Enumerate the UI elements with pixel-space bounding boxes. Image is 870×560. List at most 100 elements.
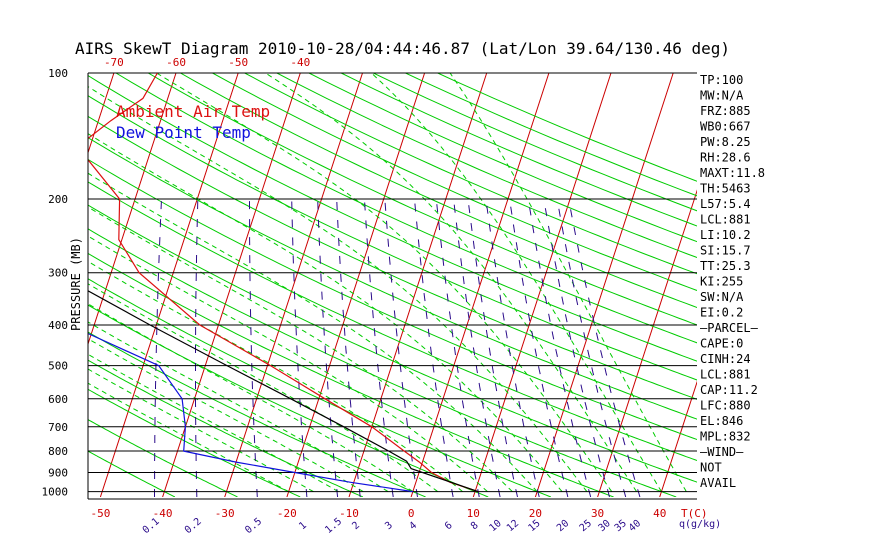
bottom-temp-tick-label: 10 [467,507,480,520]
sounding-index-label: L57:5.4 [700,197,751,211]
mixing-ratio-line [249,199,258,497]
mixing-ratio-line [291,198,308,497]
bottom-temp-tick-label: -20 [277,507,297,520]
dry-adiabat-line [276,73,697,259]
skewt-background-lines [0,73,870,497]
mixing-ratio-label: 20 [555,518,571,534]
moist-adiabat-line [449,73,687,492]
mixing-ratio-line [485,198,540,497]
bottom-temp-tick-label: 40 [653,507,666,520]
sounding-index-label: KI:255 [700,275,743,289]
sounding-index-label: CAPE:0 [700,337,743,351]
dry-adiabat-line [212,73,697,291]
isotherm-line [534,73,674,497]
mixing-ratio-line [364,198,394,497]
sounding-index-label: WB0:667 [700,120,751,134]
bottom-temp-tick-label: 30 [591,507,604,520]
dry-adiabat-line [373,73,697,212]
isotherm-line [88,73,177,346]
sounding-index-label: SI:15.7 [700,244,751,258]
mixing-ratio-label: 25 [578,518,594,534]
mixing-ratio-line [317,198,339,497]
bottom-temp-tick-label: -30 [215,507,235,520]
sounding-index-label: MPL:832 [700,430,751,444]
legend-dew-point: Dew Point Temp [116,123,251,142]
isotherm-line [0,73,52,497]
mixing-ratio-line [195,198,199,497]
mixing-ratio-label: 8 [469,520,481,532]
dry-adiabat-line [88,115,697,400]
dry-adiabat-line [88,137,697,420]
mixing-ratio-line [568,198,641,497]
mixing-ratio-line [336,198,361,497]
legend-air-temp: Ambient Air Temp [116,102,270,121]
sounding-index-label: AVAIL [700,476,736,490]
top-temp-tick-label: -40 [290,56,310,69]
isotherm-line [410,73,550,497]
mixing-ratio-label: 3 [383,520,395,532]
isobar-lines [88,72,697,493]
moist-adiabat-line [88,133,563,492]
moist-adiabat-line [88,353,339,493]
pressure-tick-label: 900 [48,466,68,479]
moist-adiabat-line [88,260,463,492]
pressure-tick-label: 800 [48,445,68,458]
moist-adiabat-line [156,73,613,492]
bottom-temp-tick-label: 20 [529,507,542,520]
dry-adiabat-line [88,204,697,483]
moist-adiabat-line [88,172,538,492]
sounding-index-label: FRZ:885 [700,104,751,118]
sounding-index-label: LFC:880 [700,399,751,413]
sounding-index-label: MW:N/A [700,89,744,103]
dry-adiabat-line [88,95,697,381]
sounding-index-label: MAXT:11.8 [700,166,765,180]
mixing-ratio-label: 0.2 [183,516,204,536]
mixing-ratio-label: 6 [443,520,455,532]
pressure-tick-label: 300 [48,267,68,280]
sounding-index-label: EI:0.2 [700,306,743,320]
sounding-profiles [88,73,479,493]
mixing-ratio-label: 40 [627,518,643,534]
dry-adiabat-line [88,359,364,497]
moist-adiabat-line [88,283,439,493]
bottom-temp-tick-label: -50 [90,507,110,520]
sounding-index-label: TH:5463 [700,182,751,196]
bottom-temp-tick-label: -10 [339,507,359,520]
moist-adiabat-line [88,368,314,493]
air-temp-line [88,73,479,493]
sounding-index-label: CAP:11.2 [700,383,758,397]
pressure-tick-label: 500 [48,360,68,373]
axes [87,73,697,500]
pressure-tick-label: 200 [48,193,68,206]
mixing-ratio-unit-label: q(g/kg) [679,519,721,530]
dry-adiabat-line [244,73,697,275]
mixing-ratio-line [509,198,569,497]
mixing-ratio-label: 2 [350,520,362,532]
mixing-ratio-label: 30 [597,518,613,534]
moist-adiabat-line [88,382,289,493]
dry-adiabat-line [88,304,489,497]
sounding-index-label: CINH:24 [700,352,751,366]
sounding-index-label: TT:25.3 [700,259,751,273]
dry-adiabat-line [180,73,697,309]
pressure-tick-label: 1000 [42,486,69,499]
mixing-ratio-line [527,198,592,497]
dry-adiabat-line [115,73,697,344]
mixing-ratio-line [467,198,518,497]
dry-adiabat-line [88,74,697,362]
sounding-index-label: NOT [700,461,722,475]
mixing-ratio-line [453,198,501,497]
pressure-tick-label: 100 [48,67,68,80]
sounding-index-label: LI:10.2 [700,228,751,242]
sounding-index-label: LCL:881 [700,368,751,382]
dry-adiabat-line [88,158,697,441]
dry-adiabat-line [88,331,426,497]
chart-title: AIRS SkewT Diagram 2010-10-28/04:44:46.8… [75,39,730,58]
mixing-ratio-line [543,198,610,497]
moist-adiabat-line [371,73,662,492]
sounding-index-label: PW:8.25 [700,135,751,149]
sounding-index-label: LCL:881 [700,213,751,227]
top-temp-tick-label: -70 [104,56,124,69]
isotherm-line [784,73,870,497]
